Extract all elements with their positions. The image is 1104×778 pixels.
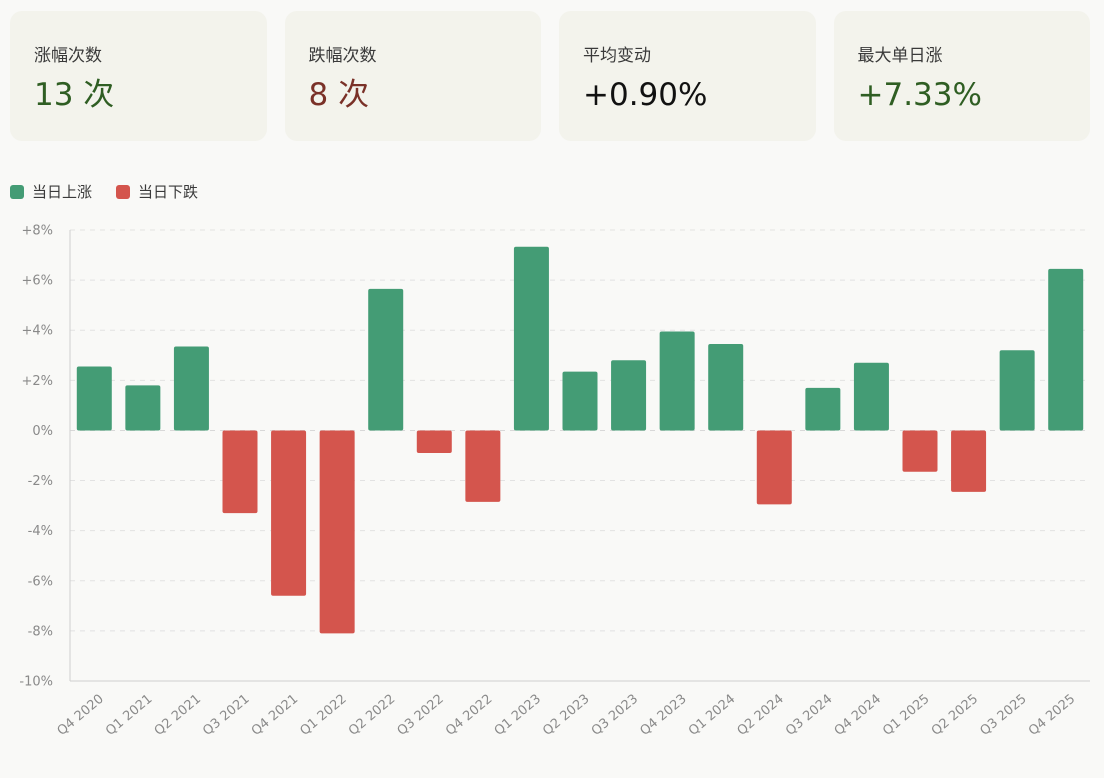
- legend-item-up[interactable]: 当日上涨: [10, 181, 92, 202]
- bar-q2-2022[interactable]: [368, 288, 404, 431]
- bar-q4-2022[interactable]: [465, 430, 501, 502]
- stat-cards: 涨幅次数 13 次 跌幅次数 8 次 平均变动 +0.90% 最大单日涨 +7.…: [10, 11, 1090, 141]
- y-tick-label: -6%: [28, 574, 53, 589]
- y-tick-label: 0%: [32, 424, 53, 439]
- stat-label: 跌幅次数: [308, 46, 377, 66]
- y-tick-label: +4%: [21, 324, 53, 339]
- x-tick-label: Q2 2024: [735, 692, 787, 739]
- x-tick-label: Q2 2021: [152, 692, 204, 739]
- legend-swatch-up: [10, 184, 24, 199]
- x-tick-label: Q2 2025: [929, 692, 981, 739]
- bar-q1-2025[interactable]: [902, 430, 938, 472]
- bar-q4-2020[interactable]: [76, 366, 112, 431]
- bar-q3-2022[interactable]: [416, 430, 452, 453]
- x-tick-label: Q4 2023: [637, 692, 689, 739]
- bar-q3-2023[interactable]: [611, 360, 647, 431]
- y-tick-label: -8%: [28, 624, 53, 639]
- chart-legend: 当日上涨 当日下跌: [10, 181, 222, 202]
- x-tick-label: Q1 2021: [103, 692, 155, 739]
- bar-q4-2021[interactable]: [271, 430, 307, 596]
- y-tick-label: -4%: [28, 524, 53, 539]
- bar-q2-2025[interactable]: [951, 430, 987, 492]
- stat-value: +0.90%: [583, 77, 708, 113]
- bar-q3-2025[interactable]: [999, 350, 1035, 431]
- bar-q3-2024[interactable]: [805, 387, 841, 431]
- stat-card-max-daily-gain: 最大单日涨 +7.33%: [833, 11, 1090, 141]
- x-tick-label: Q4 2021: [249, 692, 301, 739]
- x-tick-label: Q3 2024: [783, 692, 835, 739]
- y-tick-label: +6%: [21, 274, 53, 289]
- x-tick-label: Q4 2025: [1026, 692, 1078, 739]
- legend-item-down[interactable]: 当日下跌: [116, 181, 198, 202]
- bar-q1-2023[interactable]: [513, 246, 549, 431]
- bar-q2-2021[interactable]: [173, 346, 209, 431]
- y-tick-label: -10%: [19, 675, 53, 690]
- x-tick-label: Q3 2021: [200, 692, 252, 739]
- y-tick-label: -2%: [28, 474, 53, 489]
- bar-q4-2024[interactable]: [853, 362, 889, 431]
- x-tick-label: Q1 2024: [686, 692, 738, 739]
- x-tick-label: Q4 2024: [832, 692, 884, 739]
- x-tick-label: Q2 2023: [540, 692, 592, 739]
- bar-q1-2021[interactable]: [125, 385, 161, 431]
- x-tick-label: Q4 2020: [55, 692, 107, 739]
- bar-q3-2021[interactable]: [222, 430, 258, 514]
- x-tick-label: Q1 2023: [492, 692, 544, 739]
- x-tick-label: Q3 2022: [395, 692, 447, 739]
- x-tick-label: Q1 2025: [880, 692, 932, 739]
- legend-swatch-down: [116, 184, 131, 199]
- bar-q1-2022[interactable]: [319, 430, 355, 634]
- x-tick-label: Q1 2022: [297, 692, 349, 739]
- bar-q2-2024[interactable]: [756, 430, 792, 505]
- x-tick-label: Q3 2025: [977, 692, 1029, 739]
- stat-card-fall-count: 跌幅次数 8 次: [284, 11, 541, 141]
- bar-q1-2024[interactable]: [708, 344, 744, 431]
- stat-value: +7.33%: [857, 77, 982, 113]
- legend-label: 当日上涨: [32, 183, 93, 201]
- x-tick-label: Q2 2022: [346, 692, 398, 739]
- legend-label: 当日下跌: [138, 183, 199, 201]
- y-tick-label: +2%: [21, 374, 53, 389]
- x-tick-label: Q3 2023: [589, 692, 641, 739]
- bar-q4-2025[interactable]: [1048, 268, 1084, 431]
- stat-card-rise-count: 涨幅次数 13 次: [10, 11, 267, 141]
- y-tick-label: +8%: [21, 224, 53, 239]
- bar-q2-2023[interactable]: [562, 371, 598, 431]
- stat-card-average-change: 平均变动 +0.90%: [559, 11, 816, 141]
- bar-q4-2023[interactable]: [659, 331, 695, 431]
- stat-label: 平均变动: [583, 46, 651, 66]
- stat-value: 13 次: [34, 77, 115, 113]
- stat-value: 8 次: [308, 77, 370, 113]
- x-tick-label: Q4 2022: [443, 692, 495, 739]
- stat-label: 涨幅次数: [34, 46, 102, 66]
- stat-label: 最大单日涨: [857, 46, 943, 66]
